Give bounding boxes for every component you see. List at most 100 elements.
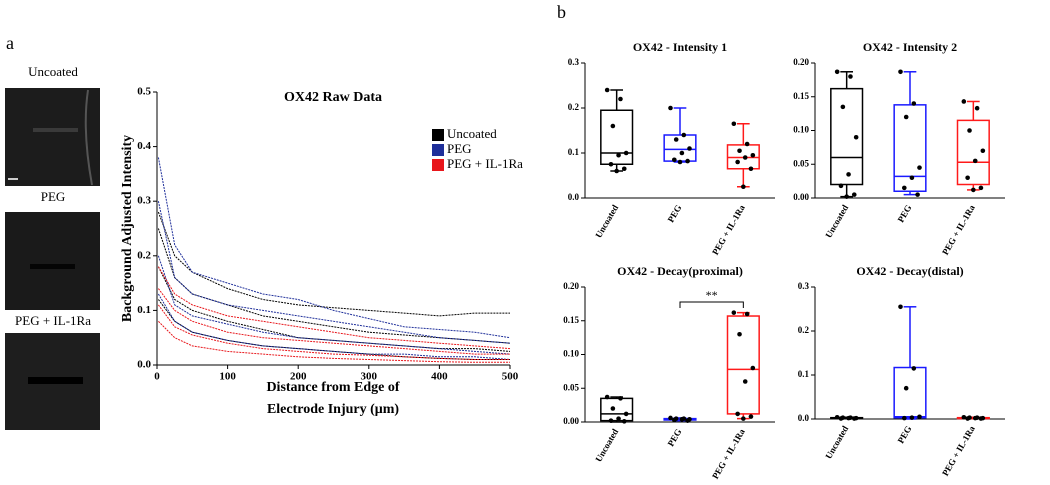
legend-swatch [432,159,444,171]
data-point [974,105,980,111]
data-point [903,114,909,120]
data-point [614,168,619,174]
data-point [750,152,756,158]
micrograph [5,333,100,430]
x-tick-label: Uncoated [593,203,620,240]
x-tick-label: 100 [219,371,236,383]
data-point [917,165,922,170]
data-point [961,414,967,420]
panel-label: a [6,33,14,53]
data-point [677,159,683,165]
data-point [623,411,629,417]
data-point [616,152,621,158]
data-point [737,331,742,337]
data-point [737,148,742,154]
y-tick-label: 0.2 [568,102,580,112]
data-point [672,417,677,423]
x-axis-label: Electrode Injury (μm) [267,402,399,417]
data-point [608,161,614,167]
data-point [967,128,972,133]
data-point [744,141,750,147]
trace [157,288,510,355]
data-point [980,148,986,154]
data-point [898,304,903,310]
data-point [911,101,917,106]
y-tick-label: 0.1 [137,304,151,316]
x-tick-label: PEG + IL-1Ra [940,203,977,257]
significance-bracket [679,301,744,308]
y-tick-label: 0.00 [793,192,809,202]
data-point [844,194,849,199]
x-tick-label: 300 [361,371,378,383]
data-point [965,416,970,421]
data-point [618,396,623,401]
chart-title: OX42 - Intensity 2 [863,40,957,54]
x-tick-label: Uncoated [823,424,850,461]
data-point [834,414,840,420]
data-point [610,406,616,411]
x-tick-label: PEG + IL-1Ra [710,203,747,257]
trace [157,228,511,344]
x-axis-label: Distance from Edge of [266,380,399,395]
data-point [909,175,915,181]
trace [157,293,511,360]
data-point [668,415,673,421]
y-tick-label: 0.2 [137,249,151,261]
data-point [604,87,610,93]
data-point [742,379,748,384]
trace [157,211,510,317]
trace [158,320,510,363]
y-tick-label: 0.1 [568,147,580,157]
data-point [731,121,737,127]
x-tick-label: PEG + IL-1Ra [710,427,747,481]
data-point [604,394,610,400]
data-point [687,146,692,151]
y-tick-label: 0.20 [793,57,809,67]
y-tick-label: 0.0 [568,192,580,202]
chart-title: OX42 Raw Data [284,90,382,105]
x-tick-label: Uncoated [593,427,620,464]
data-point [917,414,922,420]
data-point [911,366,917,371]
trace [157,201,511,344]
data-point [972,415,978,421]
image-label: PEG + IL-1Ra [15,313,91,328]
data-point [616,416,621,421]
data-point [902,185,907,191]
y-tick-label: 0.3 [798,281,810,291]
data-point [838,416,844,421]
y-tick-label: 0.3 [568,57,580,67]
box [893,366,927,419]
data-point [851,416,857,421]
y-tick-label: 0.10 [563,349,579,359]
x-tick-label: PEG + IL-1Ra [940,424,977,478]
chart-title: OX42 - Intensity 1 [633,40,727,54]
micrograph [5,212,100,310]
data-point [731,310,737,315]
data-point [961,99,967,104]
y-tick-label: 0.2 [798,325,810,335]
data-point [744,311,750,317]
box [726,315,760,415]
trace [157,157,511,339]
data-point [903,385,909,391]
legend-label: Uncoated [447,126,497,141]
y-tick-label: 0.0 [137,359,151,371]
data-point [915,192,920,197]
x-tick-label: PEG [896,203,914,224]
data-point [846,415,851,421]
y-tick-label: 0.05 [563,382,579,392]
data-point [741,184,746,190]
data-point [735,411,740,417]
data-point [621,419,627,424]
data-point [851,192,857,197]
data-point [673,137,679,142]
x-tick-label: PEG [666,427,684,448]
x-tick-label: 200 [290,371,307,383]
data-point [978,185,984,191]
y-tick-label: 0.15 [563,315,579,325]
data-point [972,158,978,164]
image-label: PEG [41,189,66,204]
data-point [978,416,984,421]
significance-label: ** [706,288,718,302]
